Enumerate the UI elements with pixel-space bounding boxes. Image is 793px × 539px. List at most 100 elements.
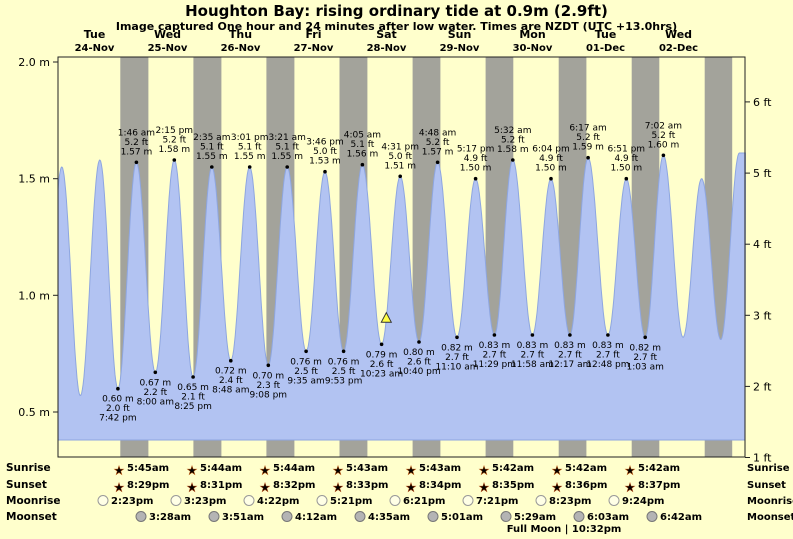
sunset-time: 8:32pm xyxy=(273,480,315,491)
day-label-date: 01-Dec xyxy=(586,43,625,54)
moonrise-time: 5:21pm xyxy=(330,496,372,507)
full-moon-label: Full Moon | 10:32pm xyxy=(507,524,622,535)
high-tide-label: 6:51 pm 4.9 ft 1.50 m xyxy=(608,145,646,174)
high-tide-label: 5:17 pm 4.9 ft 1.50 m xyxy=(457,145,495,174)
high-tide-dot xyxy=(435,160,440,165)
day-label-dow: Wed xyxy=(154,28,181,41)
sunset-time: 8:35pm xyxy=(492,480,534,491)
low-tide-dot xyxy=(116,386,120,391)
high-tide-dot xyxy=(360,162,365,167)
low-tide-dot xyxy=(191,375,195,379)
low-tide-dot xyxy=(266,363,271,368)
high-tide-label: 5:32 am 5.2 ft 1.58 m xyxy=(494,126,531,155)
sunset-icon: ★ xyxy=(625,481,636,495)
chart-subtitle: Image captured One hour and 24 minutes a… xyxy=(115,20,678,33)
day-label-dow: Tue xyxy=(84,28,106,41)
row-label-sunset-right: Sunset xyxy=(747,480,786,491)
y-axis-label-m: 1.0 m xyxy=(18,289,50,302)
day-label-dow: Thu xyxy=(229,28,252,41)
low-tide-label: 0.60 m 2.0 ft 7:42 pm xyxy=(99,395,137,424)
low-tide-label: 0.79 m 2.6 ft 10:23 am xyxy=(360,350,403,379)
day-label-dow: Mon xyxy=(519,28,545,41)
high-tide-label: 6:04 pm 4.9 ft 1.50 m xyxy=(532,145,570,174)
moonset-icon xyxy=(354,511,366,522)
low-tide-dot xyxy=(455,335,459,340)
sunrise-time: 5:43am xyxy=(346,463,388,474)
high-tide-label: 3:01 pm 5.1 ft 1.55 m xyxy=(231,133,269,162)
high-tide-dot xyxy=(661,153,666,158)
low-tide-label: 0.76 m 2.5 ft 9:35 am xyxy=(287,357,324,386)
high-tide-dot xyxy=(285,165,290,169)
low-tide-dot xyxy=(492,333,497,337)
sunset-icon: ★ xyxy=(114,481,125,495)
sunrise-icon: ★ xyxy=(187,464,198,478)
low-tide-dot xyxy=(341,349,346,354)
y-axis-label-ft: 1 ft xyxy=(753,452,772,465)
high-tide-dot xyxy=(172,158,177,162)
sunset-icon: ★ xyxy=(552,481,563,495)
moonset-icon xyxy=(281,511,293,522)
moonset-icon xyxy=(500,511,512,522)
sunset-icon: ★ xyxy=(406,481,417,495)
low-tide-label: 0.82 m 2.7 ft 11:10 am xyxy=(435,343,478,372)
high-tide-label: 4:48 am 5.2 ft 1.57 m xyxy=(419,128,456,157)
day-label-date: 26-Nov xyxy=(221,43,261,54)
moonrise-icon xyxy=(243,495,255,506)
high-tide-label: 3:46 pm 5.0 ft 1.53 m xyxy=(306,138,344,167)
moonrise-icon xyxy=(535,495,547,506)
sunrise-time: 5:44am xyxy=(273,463,315,474)
moonset-icon xyxy=(573,511,585,522)
low-tide-label: 0.83 m 2.7 ft 12:17 am xyxy=(548,341,591,370)
sunset-time: 8:33pm xyxy=(346,480,388,491)
low-tide-label: 0.76 m 2.5 ft 9:53 pm xyxy=(325,357,363,386)
sunrise-time: 5:43am xyxy=(419,463,461,474)
row-label-sunrise-right: Sunrise xyxy=(747,463,790,474)
low-tide-label: 0.65 m 2.1 ft 8:25 pm xyxy=(174,383,212,412)
day-label-date: 29-Nov xyxy=(440,43,480,54)
moonrise-time: 3:23pm xyxy=(184,496,226,507)
row-label-moonset-left: Moonset xyxy=(6,511,57,523)
moonrise-icon xyxy=(389,495,401,506)
moonrise-time: 2:23pm xyxy=(111,496,153,507)
sunset-time: 8:34pm xyxy=(419,480,461,491)
moonrise-time: 7:21pm xyxy=(476,496,518,507)
low-tide-label: 0.83 m 2.7 ft 11:58 am xyxy=(511,341,554,370)
moonrise-icon xyxy=(97,495,109,506)
moonset-time: 6:03am xyxy=(587,512,629,523)
sunrise-time: 5:42am xyxy=(492,463,534,474)
high-tide-dot xyxy=(134,160,139,165)
high-tide-label: 4:05 am 5.1 ft 1.56 m xyxy=(344,131,381,160)
low-tide-dot xyxy=(153,370,158,375)
moonrise-icon xyxy=(316,495,328,506)
y-axis-label-ft: 5 ft xyxy=(753,167,772,180)
sunset-time: 8:37pm xyxy=(638,480,680,491)
low-tide-dot xyxy=(304,349,308,354)
row-label-sunrise-left: Sunrise xyxy=(6,462,51,474)
chart-title: Houghton Bay: rising ordinary tide at 0.… xyxy=(185,2,608,20)
sunset-time: 8:31pm xyxy=(200,480,242,491)
high-tide-dot xyxy=(624,176,629,181)
high-tide-label: 4:31 pm 5.0 ft 1.51 m xyxy=(381,142,419,171)
moonset-time: 3:28am xyxy=(149,512,191,523)
low-tide-label: 0.82 m 2.7 ft 1:03 am xyxy=(627,343,664,372)
low-tide-label: 0.80 m 2.6 ft 10:40 pm xyxy=(397,348,440,377)
low-tide-dot xyxy=(530,333,535,337)
day-label-dow: Tue xyxy=(595,28,617,41)
moonrise-icon xyxy=(170,495,182,506)
day-label-dow: Sat xyxy=(376,28,397,41)
moonrise-time: 8:23pm xyxy=(549,496,591,507)
high-tide-dot xyxy=(586,155,590,160)
sunrise-icon: ★ xyxy=(260,464,271,478)
sunrise-time: 5:42am xyxy=(565,463,607,474)
high-tide-label: 7:02 am 5.2 ft 1.60 m xyxy=(645,121,682,150)
day-label-date: 28-Nov xyxy=(367,43,407,54)
sunrise-icon: ★ xyxy=(479,464,490,478)
sunset-icon: ★ xyxy=(187,481,198,495)
row-label-sunset-left: Sunset xyxy=(6,479,47,491)
y-axis-label-m: 2.0 m xyxy=(18,56,50,69)
moonrise-time: 6:21pm xyxy=(403,496,445,507)
moonrise-time: 9:24pm xyxy=(622,496,664,507)
row-label-moonset-right: Moonset xyxy=(747,512,793,523)
